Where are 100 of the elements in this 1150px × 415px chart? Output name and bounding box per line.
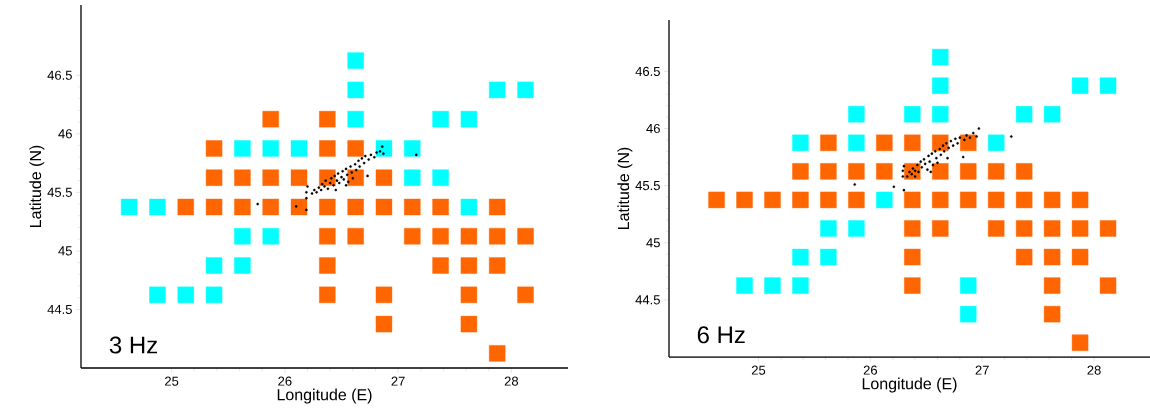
point xyxy=(932,163,949,180)
point xyxy=(1043,248,1061,266)
point xyxy=(942,150,946,153)
point xyxy=(324,179,327,182)
x-tick-label: 27 xyxy=(975,365,989,375)
point xyxy=(380,145,384,148)
point xyxy=(911,167,915,170)
point xyxy=(341,169,344,173)
point xyxy=(848,106,865,123)
point xyxy=(910,172,914,176)
point xyxy=(234,140,251,157)
point xyxy=(375,169,393,186)
point xyxy=(932,220,949,237)
point xyxy=(1043,277,1061,294)
point xyxy=(938,147,942,151)
point xyxy=(205,198,223,216)
point xyxy=(904,277,921,294)
point xyxy=(930,152,934,155)
point xyxy=(317,186,321,189)
point xyxy=(848,134,865,151)
point xyxy=(310,192,314,195)
point xyxy=(917,170,920,174)
point xyxy=(876,163,893,180)
point xyxy=(319,286,336,304)
point xyxy=(340,175,343,179)
point xyxy=(363,154,367,158)
point xyxy=(1015,220,1033,237)
x-tick-label: 26 xyxy=(278,376,292,386)
point xyxy=(344,167,348,171)
point xyxy=(1043,106,1061,123)
point xyxy=(958,136,962,139)
y-axis-title: Latitude (N) xyxy=(617,147,633,229)
x-tick-label: 26 xyxy=(863,365,878,375)
point xyxy=(923,162,927,166)
point xyxy=(517,228,534,245)
point xyxy=(951,144,955,147)
y-axis-title: Latitude (N) xyxy=(29,145,45,227)
point xyxy=(941,144,945,147)
point xyxy=(961,155,965,159)
point xyxy=(946,156,949,160)
point xyxy=(404,228,421,245)
point xyxy=(375,151,378,154)
point xyxy=(460,198,478,216)
point xyxy=(988,134,1005,151)
point xyxy=(120,198,138,216)
y-tick-label: 46.5 xyxy=(635,66,660,76)
point xyxy=(913,175,917,178)
point xyxy=(306,185,309,188)
point xyxy=(357,159,360,163)
point xyxy=(764,277,781,294)
point xyxy=(848,191,865,209)
x-axis-title: Longitude (E) xyxy=(277,388,372,404)
point xyxy=(234,228,251,245)
point xyxy=(988,163,1005,180)
y-tick-label: 45.5 xyxy=(47,187,72,197)
point xyxy=(404,169,421,186)
point xyxy=(347,140,364,157)
point xyxy=(926,168,929,171)
point xyxy=(960,305,977,323)
point xyxy=(736,191,753,209)
point xyxy=(1099,77,1117,94)
point xyxy=(337,181,341,185)
point xyxy=(904,220,921,237)
point xyxy=(344,184,348,187)
point xyxy=(315,191,318,194)
y-tick-label: 46 xyxy=(58,129,72,139)
point xyxy=(460,257,478,274)
point xyxy=(975,135,978,138)
point xyxy=(367,158,370,161)
point xyxy=(916,163,919,167)
point xyxy=(1015,191,1033,209)
point xyxy=(313,188,316,192)
point xyxy=(792,248,809,266)
point xyxy=(949,139,953,143)
point xyxy=(347,198,364,216)
point xyxy=(932,48,949,66)
point xyxy=(234,257,251,274)
point xyxy=(792,191,809,209)
point xyxy=(290,140,308,157)
annotation: 6 Hz xyxy=(697,326,745,344)
point xyxy=(792,277,809,294)
point xyxy=(256,202,259,206)
point xyxy=(935,156,938,160)
point xyxy=(904,191,921,209)
point xyxy=(939,153,943,157)
point xyxy=(335,179,339,182)
point xyxy=(517,81,534,99)
point xyxy=(904,134,921,151)
point xyxy=(1043,305,1061,323)
point xyxy=(319,188,323,192)
point xyxy=(366,174,369,178)
point xyxy=(373,155,376,159)
point xyxy=(294,205,298,208)
y-tick-label: 45 xyxy=(58,246,72,256)
point xyxy=(945,142,948,145)
point xyxy=(205,257,223,274)
point xyxy=(382,152,385,156)
point xyxy=(848,220,865,237)
point xyxy=(820,220,837,237)
x-tick-label: 28 xyxy=(1087,365,1101,375)
